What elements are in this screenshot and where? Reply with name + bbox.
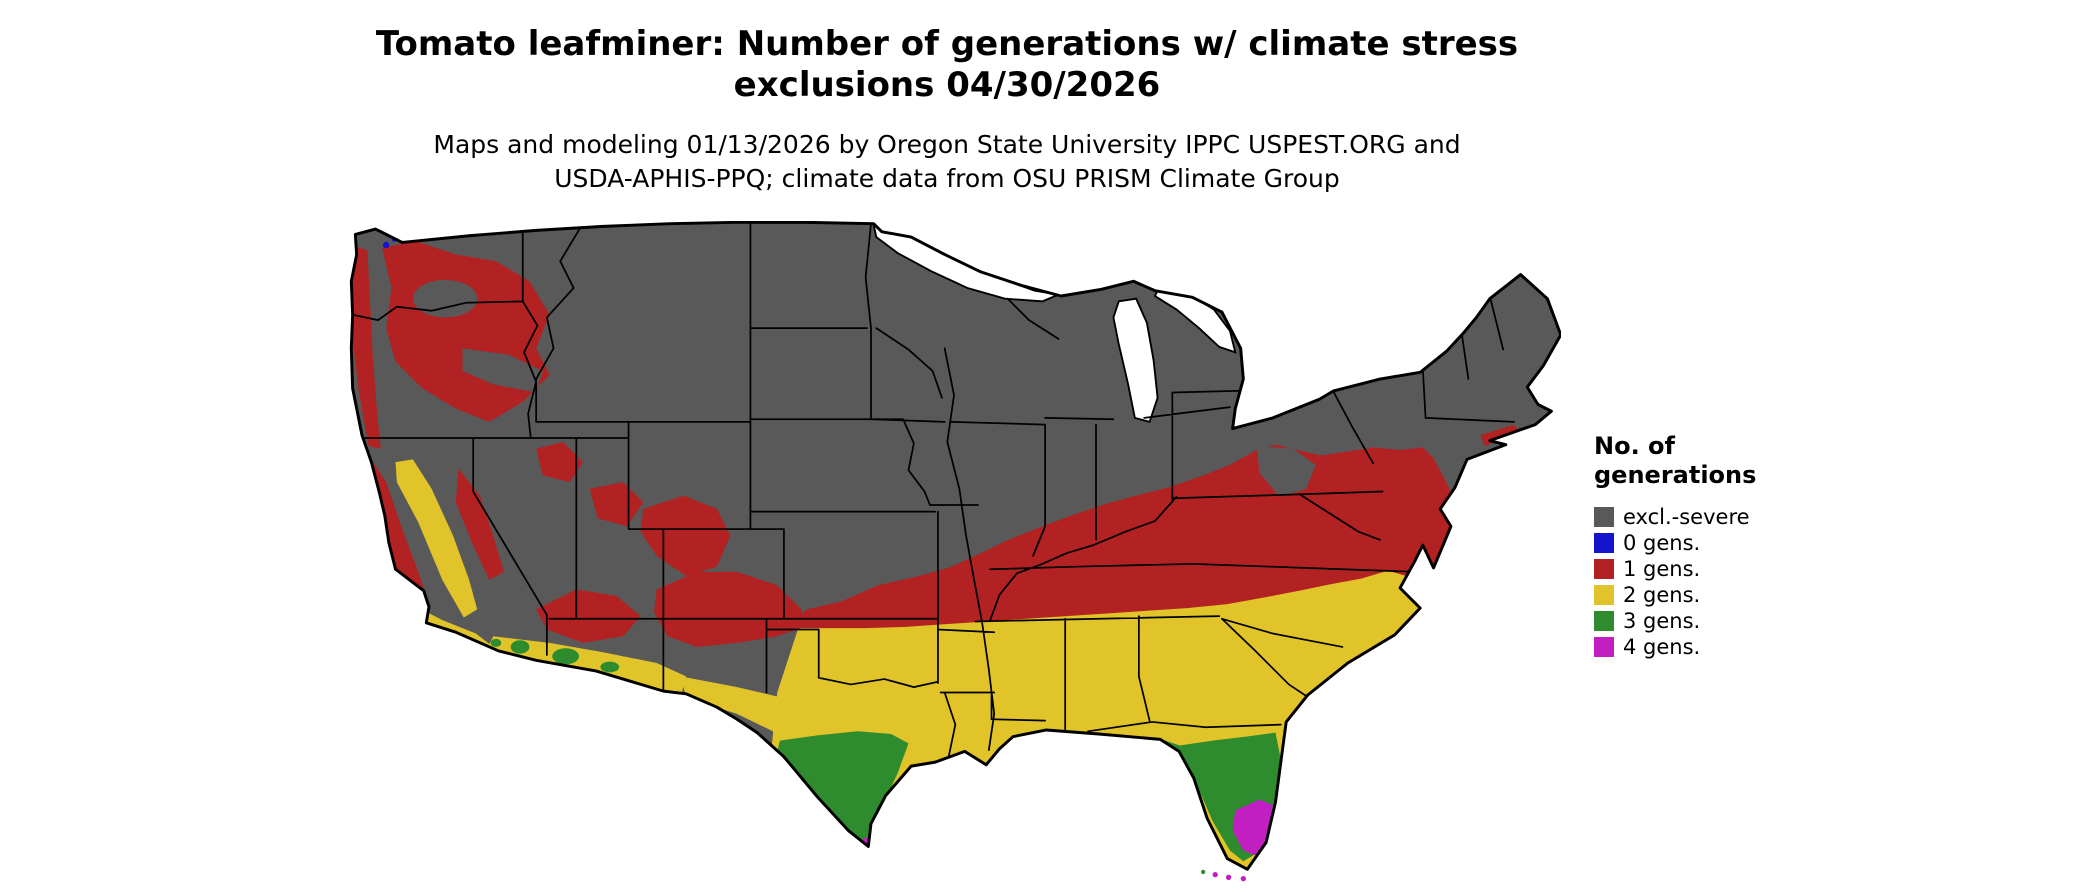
map-regions [351,222,1561,870]
florida-keys [1201,869,1247,882]
figure-subtitle-line-2: USDA-APHIS-PPQ; climate data from OSU PR… [554,164,1340,193]
legend-item-1-gens: 1 gens. [1594,556,1894,582]
us-generations-map [335,221,1561,884]
legend-swatch-3-gens [1594,611,1614,631]
legend-label-excl-severe: excl.-severe [1623,505,1750,529]
legend-item-4-gens: 4 gens. [1594,634,1894,660]
figure-header: Tomato leafminer: Number of generations … [0,24,1894,196]
legend-swatch-0-gens [1594,533,1614,553]
lake-michigan [1112,297,1159,424]
legend-item-3-gens: 3 gens. [1594,608,1894,634]
legend-label-3-gens: 3 gens. [1623,609,1701,633]
legend-item-excl-severe: excl.-severe [1594,504,1894,530]
legend-items: excl.-severe 0 gens. 1 gens. 2 gens. 3 g… [1594,504,1894,660]
legend-swatch-4-gens [1594,637,1614,657]
lake-ontario [1330,349,1403,379]
legend-item-0-gens: 0 gens. [1594,530,1894,556]
region-excl-overlays [412,279,1316,497]
legend-swatch-1-gens [1594,559,1614,579]
figure-subtitle: Maps and modeling 01/13/2026 by Oregon S… [0,128,1894,196]
legend-title-line-1: No. of [1594,432,1675,460]
us-map-svg [349,221,1561,882]
figure-title-line-2: exclusions 04/30/2026 [733,65,1161,105]
us-outline [349,221,1561,871]
legend: No. of generations excl.-severe 0 gens. … [1594,432,1894,660]
legend-label-2-gens: 2 gens. [1623,583,1701,607]
legend-item-2-gens: 2 gens. [1594,582,1894,608]
legend-swatch-excl-severe [1594,507,1614,527]
legend-label-0-gens: 0 gens. [1623,531,1701,555]
figure-subtitle-line-1: Maps and modeling 01/13/2026 by Oregon S… [433,130,1461,159]
legend-title-line-2: generations [1594,461,1757,489]
figure-title-line-1: Tomato leafminer: Number of generations … [375,24,1519,64]
legend-label-4-gens: 4 gens. [1623,635,1701,659]
legend-swatch-2-gens [1594,585,1614,605]
legend-label-1-gens: 1 gens. [1623,557,1701,581]
